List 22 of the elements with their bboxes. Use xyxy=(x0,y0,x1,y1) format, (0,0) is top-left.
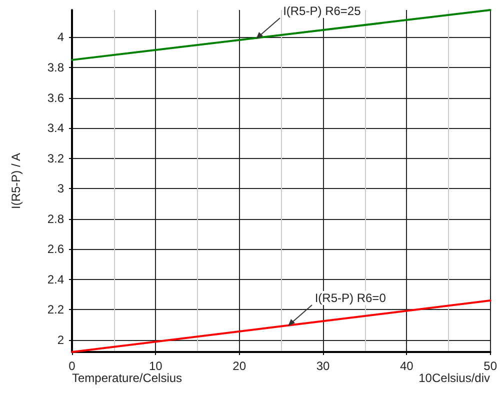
text: 10Celsius/div xyxy=(418,371,490,385)
y-tick-label: 3.2 xyxy=(47,151,64,166)
y-tick-label: 2 xyxy=(57,332,64,347)
x-tick-label: 40 xyxy=(400,359,414,373)
annotation: I(R5-P) R6=0 xyxy=(314,291,387,306)
y-tick-label: 2.2 xyxy=(47,302,64,317)
x-tick-label: 20 xyxy=(232,359,246,373)
y-tick-label: 2.4 xyxy=(47,272,64,286)
annotation: I(R5-P) R6=25 xyxy=(282,4,362,18)
y-tick-label: 2.6 xyxy=(47,242,64,256)
y-tick-label: 4 xyxy=(57,30,64,44)
y-tick-label: 3.4 xyxy=(47,121,64,136)
y-tick-label: 3.8 xyxy=(47,60,64,75)
x-tick-label: 30 xyxy=(316,359,330,373)
y-tick-label: 3.6 xyxy=(47,90,64,105)
x-tick-label: 10 xyxy=(148,359,163,373)
y-tick-label: 2.8 xyxy=(47,212,64,226)
y-tick-label: 3 xyxy=(57,182,64,196)
y-axis-title: I(R5-P) / A xyxy=(9,152,23,210)
x-tick-label: 0 xyxy=(68,359,76,373)
x-axis-title: Temperature/Celsius xyxy=(72,371,182,385)
x-tick-label: 50 xyxy=(484,359,498,373)
